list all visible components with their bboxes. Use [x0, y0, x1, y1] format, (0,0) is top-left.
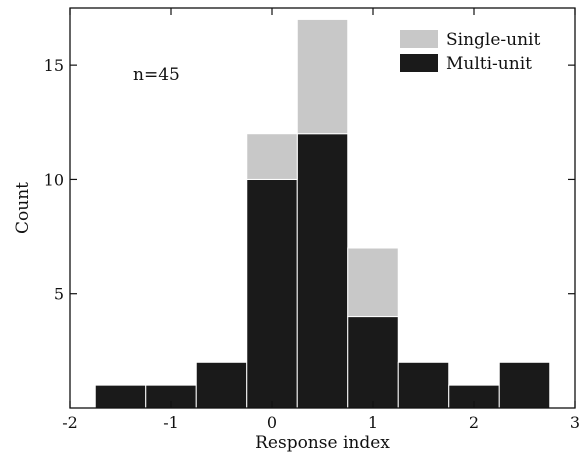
x-tick-label: -1	[163, 413, 179, 432]
legend: Single-unit Multi-unit	[400, 30, 540, 74]
legend-swatch-single-unit	[400, 30, 438, 48]
x-axis-label: Response index	[255, 433, 390, 453]
axis-ticks	[69, 8, 576, 408]
plot-frame	[69, 7, 576, 409]
bar-multi-unit-6	[397, 361, 450, 409]
y-tick-label: 10	[44, 170, 64, 189]
y-tick-label: 5	[54, 285, 64, 304]
bar-single-unit-3	[246, 133, 298, 180]
legend-label-multi-unit: Multi-unit	[446, 54, 532, 74]
x-tick-label: 1	[368, 413, 378, 432]
x-tick-label: 2	[469, 413, 479, 432]
sample-size-annotation: n=45	[133, 65, 180, 85]
bar-multi-unit-8	[498, 361, 551, 409]
x-tick-label: -2	[62, 413, 78, 432]
bar-multi-unit-5	[347, 316, 399, 409]
y-axis-label: Count	[13, 182, 33, 234]
x-tick-label: 3	[570, 413, 580, 432]
x-tick-label: 0	[267, 413, 277, 432]
tick-labels: -2 -1 0 1 2 3 5 10 15	[44, 56, 580, 432]
bar-multi-unit-0	[94, 384, 147, 409]
bar-multi-unit-2	[195, 361, 248, 409]
bars-group	[94, 18, 551, 409]
legend-label-single-unit: Single-unit	[446, 30, 540, 50]
bar-single-unit-5	[347, 247, 399, 318]
bar-single-unit-4	[296, 18, 349, 135]
bar-multi-unit-4	[296, 133, 349, 409]
y-tick-label: 15	[44, 56, 64, 75]
bar-multi-unit-3	[246, 178, 298, 409]
legend-swatch-multi-unit	[400, 54, 438, 72]
